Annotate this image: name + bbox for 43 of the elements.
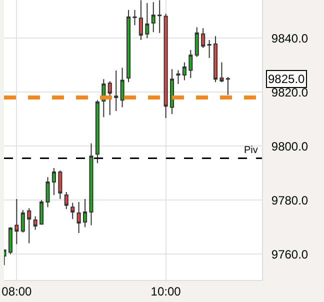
candlestick (188, 49, 193, 79)
candlestick (220, 62, 224, 83)
text: 9825.0 (268, 72, 306, 86)
candlestick (108, 80, 112, 116)
x-tick-label: 08:00 (2, 284, 32, 298)
candlestick (8, 226, 12, 255)
candlestick (158, 0, 162, 34)
y-tick-label: 9820.0 (271, 85, 308, 100)
candlestick (120, 67, 124, 108)
y-tick-label: 9760.0 (271, 247, 308, 262)
candlestick (95, 100, 100, 164)
candlestick (151, 2, 156, 33)
candlestick (214, 36, 218, 83)
candlestick (40, 200, 44, 225)
candlestick (145, 2, 150, 39)
candlestick (194, 26, 199, 58)
candlestick (52, 167, 56, 196)
candlestick (201, 28, 206, 49)
candlestick (70, 202, 75, 220)
candlestick (207, 39, 212, 59)
candlestick (64, 191, 68, 210)
candlestick (14, 198, 19, 245)
candlestick (114, 70, 118, 112)
y-tick-label: 9780.0 (271, 193, 308, 208)
candlestick (76, 201, 81, 234)
candlestick (33, 216, 38, 230)
candlestick (27, 208, 32, 244)
candlestick (46, 176, 50, 208)
x-tick-label: 10:00 (150, 284, 182, 298)
candlestick (132, 9, 137, 26)
candlestick (226, 76, 230, 96)
candlestick (20, 210, 25, 233)
candlestick (58, 170, 62, 200)
candlestick (170, 68, 174, 114)
candlestick (83, 198, 88, 228)
y-tick-label: 9840.0 (271, 31, 308, 46)
candlestick (138, 0, 143, 40)
candlestick (89, 142, 94, 226)
ref-line-label: Piv (244, 145, 258, 156)
candlestick (182, 62, 186, 81)
y-tick-label: 9800.0 (271, 139, 308, 154)
candlestick (176, 70, 180, 84)
candlestick (126, 9, 131, 83)
